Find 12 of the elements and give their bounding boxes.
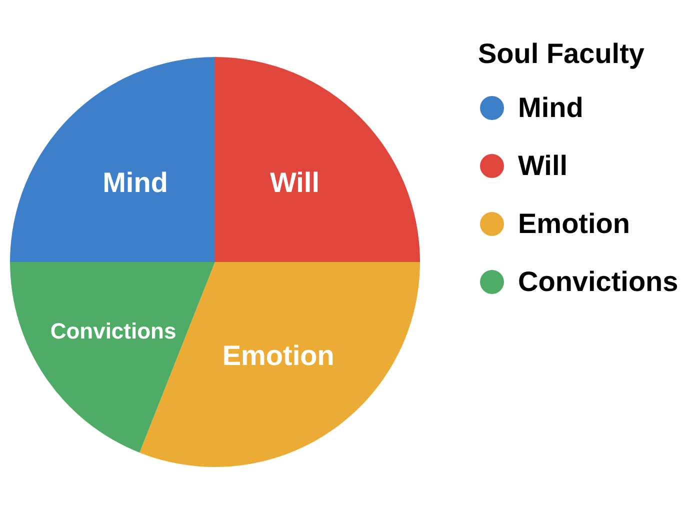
slice-label: Emotion — [222, 340, 334, 371]
legend-label: Will — [518, 150, 568, 182]
legend-label: Mind — [518, 92, 584, 124]
pie-slice — [215, 57, 420, 262]
pie-slice — [10, 57, 215, 262]
pie-slice — [10, 262, 215, 453]
legend-title: Soul Faculty — [478, 38, 646, 70]
legend-label: Emotion — [518, 208, 630, 240]
slice-label: Convictions — [50, 318, 176, 344]
slice-label: Mind — [102, 166, 168, 198]
slice-label: Will — [270, 166, 320, 198]
legend-label: Convictions — [518, 266, 678, 298]
